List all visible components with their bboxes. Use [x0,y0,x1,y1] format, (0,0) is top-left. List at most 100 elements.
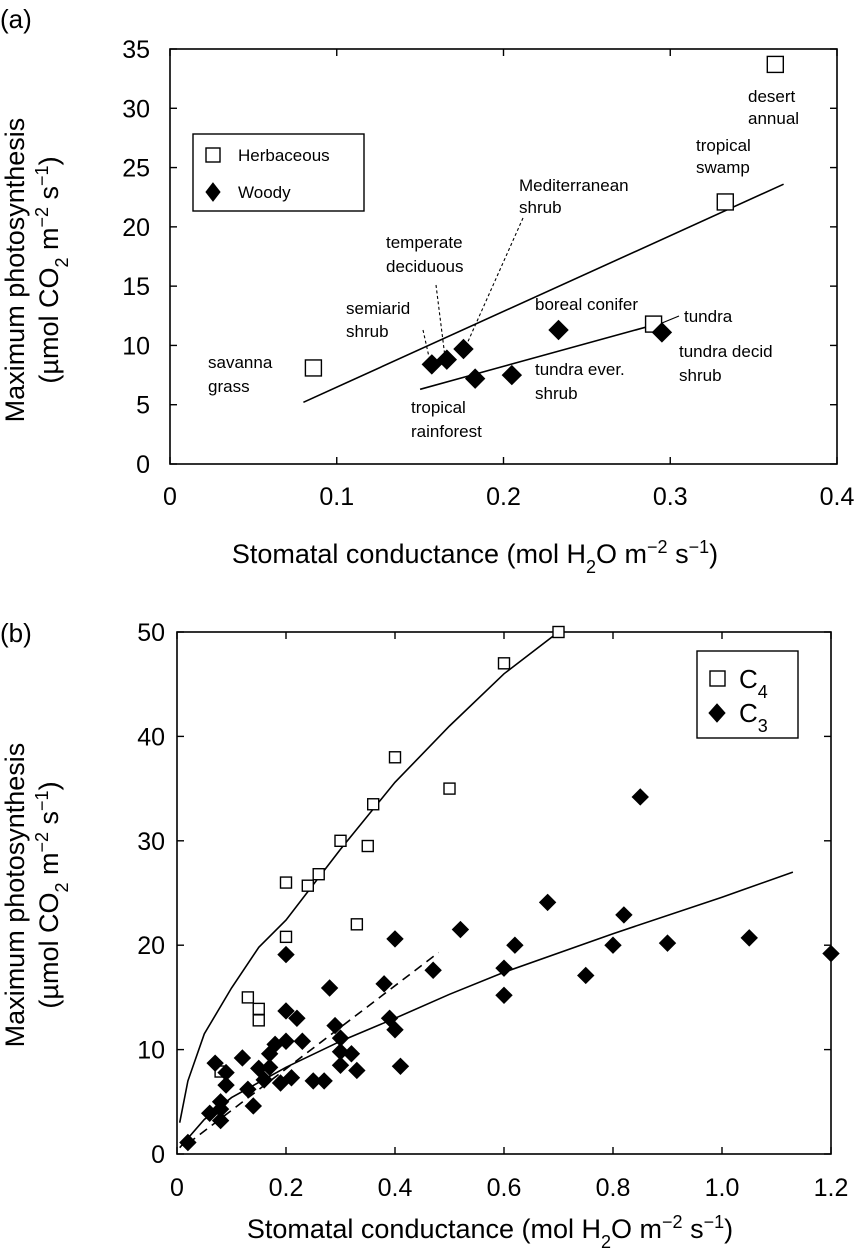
data-point-c4 [388,751,402,764]
panel-a-plot-frame [169,48,838,465]
y-tick-label: 10 [137,1037,165,1065]
data-point-c3 [386,1021,404,1039]
data-point-c4 [367,798,380,811]
x-tick-label: 0 [170,1174,184,1202]
data-point-c3 [538,893,557,912]
data-point-c4 [301,879,314,892]
data-point-c3 [320,979,339,997]
y-tick-label: 0 [151,1141,165,1169]
data-point-c3 [451,920,470,939]
data-point-woody [464,368,486,389]
x-tick-label: 0.1 [319,483,354,511]
panel-b-x-axis-title: Stomatal conductance (mol H2O m−2 s−1) [247,1212,733,1252]
data-point-woody [421,354,443,375]
panel-a-data-points [304,55,785,389]
data-point-c3 [822,944,840,963]
y-tick-label: 25 [122,155,150,183]
panel-a-label: (a) [0,4,32,34]
annotation-savanna-grass: savanna grass [208,353,277,396]
panel-b-legend-box [696,650,799,739]
leader-mediterranean-shrub [465,217,524,347]
y-tick-label: 50 [137,619,165,647]
data-point-c3 [658,934,677,952]
data-point-c3 [631,788,649,806]
data-point-c3 [293,1032,312,1050]
data-point-c3 [506,936,524,954]
x-tick-label: 0 [163,483,177,511]
data-point-c4 [241,991,255,1004]
panel-b-data-points [179,625,840,1152]
data-point-woody [453,338,474,360]
fit-curve [419,323,658,391]
x-tick-label: 0.4 [378,1174,413,1202]
data-point-c3 [288,1009,306,1027]
data-point-c3 [348,1061,366,1080]
legend-c4-marker [709,670,726,687]
x-tick-label: 1.0 [705,1174,740,1202]
panel-a-legend-box [192,133,365,212]
legend-woody-marker [205,182,221,202]
data-point-c3 [239,1080,257,1098]
x-tick-label: 0.4 [820,483,855,511]
data-point-woody [501,364,523,386]
annotation-desert-annual: desert annual [748,87,800,128]
data-point-c3 [391,1057,410,1076]
panel-a-x-axis-title: Stomatal conductance (mol H2O m−2 s−1) [232,537,718,577]
panel-a-y-axis-title-line2: (µmol CO2 m−2 s−1) [32,156,72,383]
data-point-c3 [315,1072,333,1090]
data-point-c4 [443,782,456,795]
data-point-c3 [331,1056,350,1074]
data-point-herbaceous [766,55,785,74]
legend-woody-label: Woody [238,183,291,202]
data-point-c4 [252,1014,265,1027]
x-tick-label: 0.6 [487,1174,522,1202]
data-point-c3 [740,929,758,947]
data-point-herbaceous [304,359,323,377]
data-point-c4 [361,839,374,853]
data-point-c4 [334,834,347,847]
panel-a: (a) 0 0.1 0.2 0.3 0.4 0 5 10 15 20 25 30 35 Stomata… [0,4,854,577]
panel-b-legend: C4 C3 [696,650,799,739]
panel-a-y-axis-title-line1: Maximum photosynthesis [0,118,30,423]
data-point-c4 [279,930,293,944]
x-tick-label: 0.8 [596,1174,631,1202]
y-tick-label: 30 [122,95,150,123]
leader-tundra [661,315,680,324]
fit-curve [303,183,784,404]
fit-curve [178,631,559,1123]
panel-b-label: (b) [0,618,32,648]
data-point-c3 [342,1045,361,1063]
y-tick-label: 35 [122,36,150,64]
legend-c3-marker [708,703,726,723]
y-tick-label: 20 [122,214,150,242]
y-tick-label: 30 [137,828,165,856]
leader-temperate-deciduous [435,284,446,358]
data-point-c3 [211,1111,230,1130]
x-tick-label: 1.2 [814,1174,849,1202]
data-point-c3 [380,1009,399,1027]
y-tick-label: 0 [136,451,150,479]
data-point-c3 [244,1097,263,1115]
data-point-c3 [217,1063,235,1082]
data-point-c3 [375,975,393,993]
data-point-c4 [497,657,511,670]
data-point-c3 [277,1002,295,1020]
fit-curve [179,871,794,1149]
y-tick-label: 40 [137,723,165,751]
data-point-c3 [277,945,295,964]
panel-b: (b) 0 0.2 0.4 0.6 0.8 1.0 1.2 0 10 20 30 40 50 Stom… [0,618,848,1252]
annotation-tundra-ever-shrub: tundra ever. shrub [535,360,630,403]
data-point-c3 [233,1049,252,1067]
data-point-c3 [424,961,442,979]
panel-b-x-ticks: 0 0.2 0.4 0.6 0.8 1.0 1.2 [170,632,848,1202]
data-point-c3 [255,1071,273,1089]
annotation-tropical-rainforest: tropical rainforest [411,398,482,441]
panel-b-y-ticks: 0 10 20 30 40 50 [137,619,831,1169]
data-point-c4 [252,1002,265,1016]
annotation-tropical-swamp: tropical swamp [696,136,756,177]
data-point-c4 [279,876,293,889]
data-point-c3 [577,966,595,985]
data-point-woody [436,349,458,370]
data-point-c3 [277,1032,295,1050]
